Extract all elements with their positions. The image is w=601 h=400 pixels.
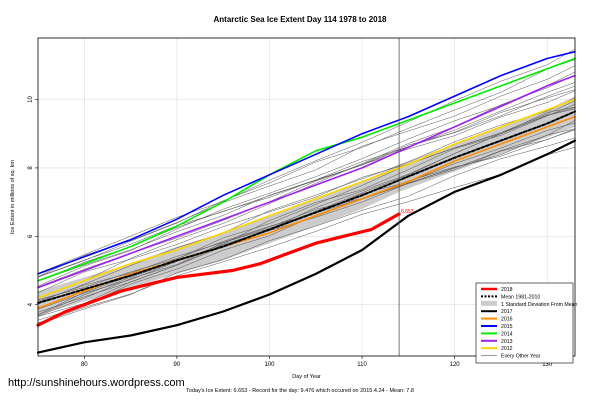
y-tick-label: 10 — [28, 96, 34, 103]
every-other-year-line — [37, 107, 576, 317]
series-line-2016 — [37, 115, 576, 309]
series-line-2017 — [36, 139, 577, 354]
legend-label: 2013 — [501, 339, 513, 345]
every-other-year-line — [37, 104, 576, 316]
y-tick-label: 8 — [28, 166, 34, 170]
y-tick-label: 6 — [28, 234, 34, 238]
every-other-year-lines — [37, 48, 576, 325]
legend-label: 2018 — [501, 287, 513, 293]
x-tick-label: 130 — [542, 362, 553, 368]
every-other-year-line — [37, 48, 576, 274]
every-other-year-line — [37, 90, 576, 282]
site-url: http://sunshinehours.wordpress.com — [8, 377, 185, 389]
legend-label: 2016 — [501, 317, 513, 323]
every-other-year-line — [37, 65, 576, 277]
legend-swatch — [481, 300, 497, 306]
series-lines — [36, 50, 577, 354]
x-tick-label: 90 — [174, 362, 181, 368]
x-tick-label: 110 — [357, 362, 367, 368]
y-tick-label: 4 — [28, 302, 34, 306]
series-line-2015 — [37, 50, 576, 275]
series-line-2012 — [37, 98, 576, 299]
legend-label: 2017 — [501, 309, 513, 315]
x-tick-label: 100 — [264, 362, 275, 368]
grid — [38, 38, 575, 356]
legend-label: 1 Standard Deviation From Mean — [501, 302, 578, 308]
x-tick-label: 80 — [81, 362, 88, 368]
every-other-year-line — [37, 85, 576, 277]
plot-frame — [37, 37, 576, 357]
legend-label: 2015 — [501, 324, 513, 330]
series-line-2013 — [37, 74, 576, 289]
footer-stats: Today's Ice Extent: 6.653 - Record for t… — [186, 388, 414, 394]
every-other-year-line — [37, 97, 576, 303]
x-axis-label: Day of Year — [292, 374, 321, 380]
every-other-year-line — [37, 128, 576, 310]
every-other-year-line — [37, 71, 576, 287]
every-other-year-line — [37, 59, 576, 278]
legend-label: 2012 — [501, 346, 513, 352]
series-line-2014 — [37, 57, 576, 282]
every-other-year-line — [37, 137, 576, 325]
chart-title: Antarctic Sea Ice Extent Day 114 1978 to… — [214, 15, 388, 24]
series-line-mean-1981-2010 — [37, 110, 576, 304]
legend-label: 2014 — [501, 331, 513, 337]
every-other-year-line — [37, 74, 576, 299]
y-axis-ticks: 4 6 8 10 — [28, 96, 38, 306]
x-tick-label: 120 — [450, 362, 461, 368]
legend-label: Every Other Year — [501, 354, 541, 360]
every-other-year-line — [37, 128, 576, 302]
legend-label: Mean 1981-2010 — [501, 294, 540, 300]
series-line-2018 — [36, 212, 401, 327]
y-axis-label: Ice Extent in millions of sq. km — [10, 160, 16, 234]
current-value-label: 6.653 — [401, 209, 414, 215]
